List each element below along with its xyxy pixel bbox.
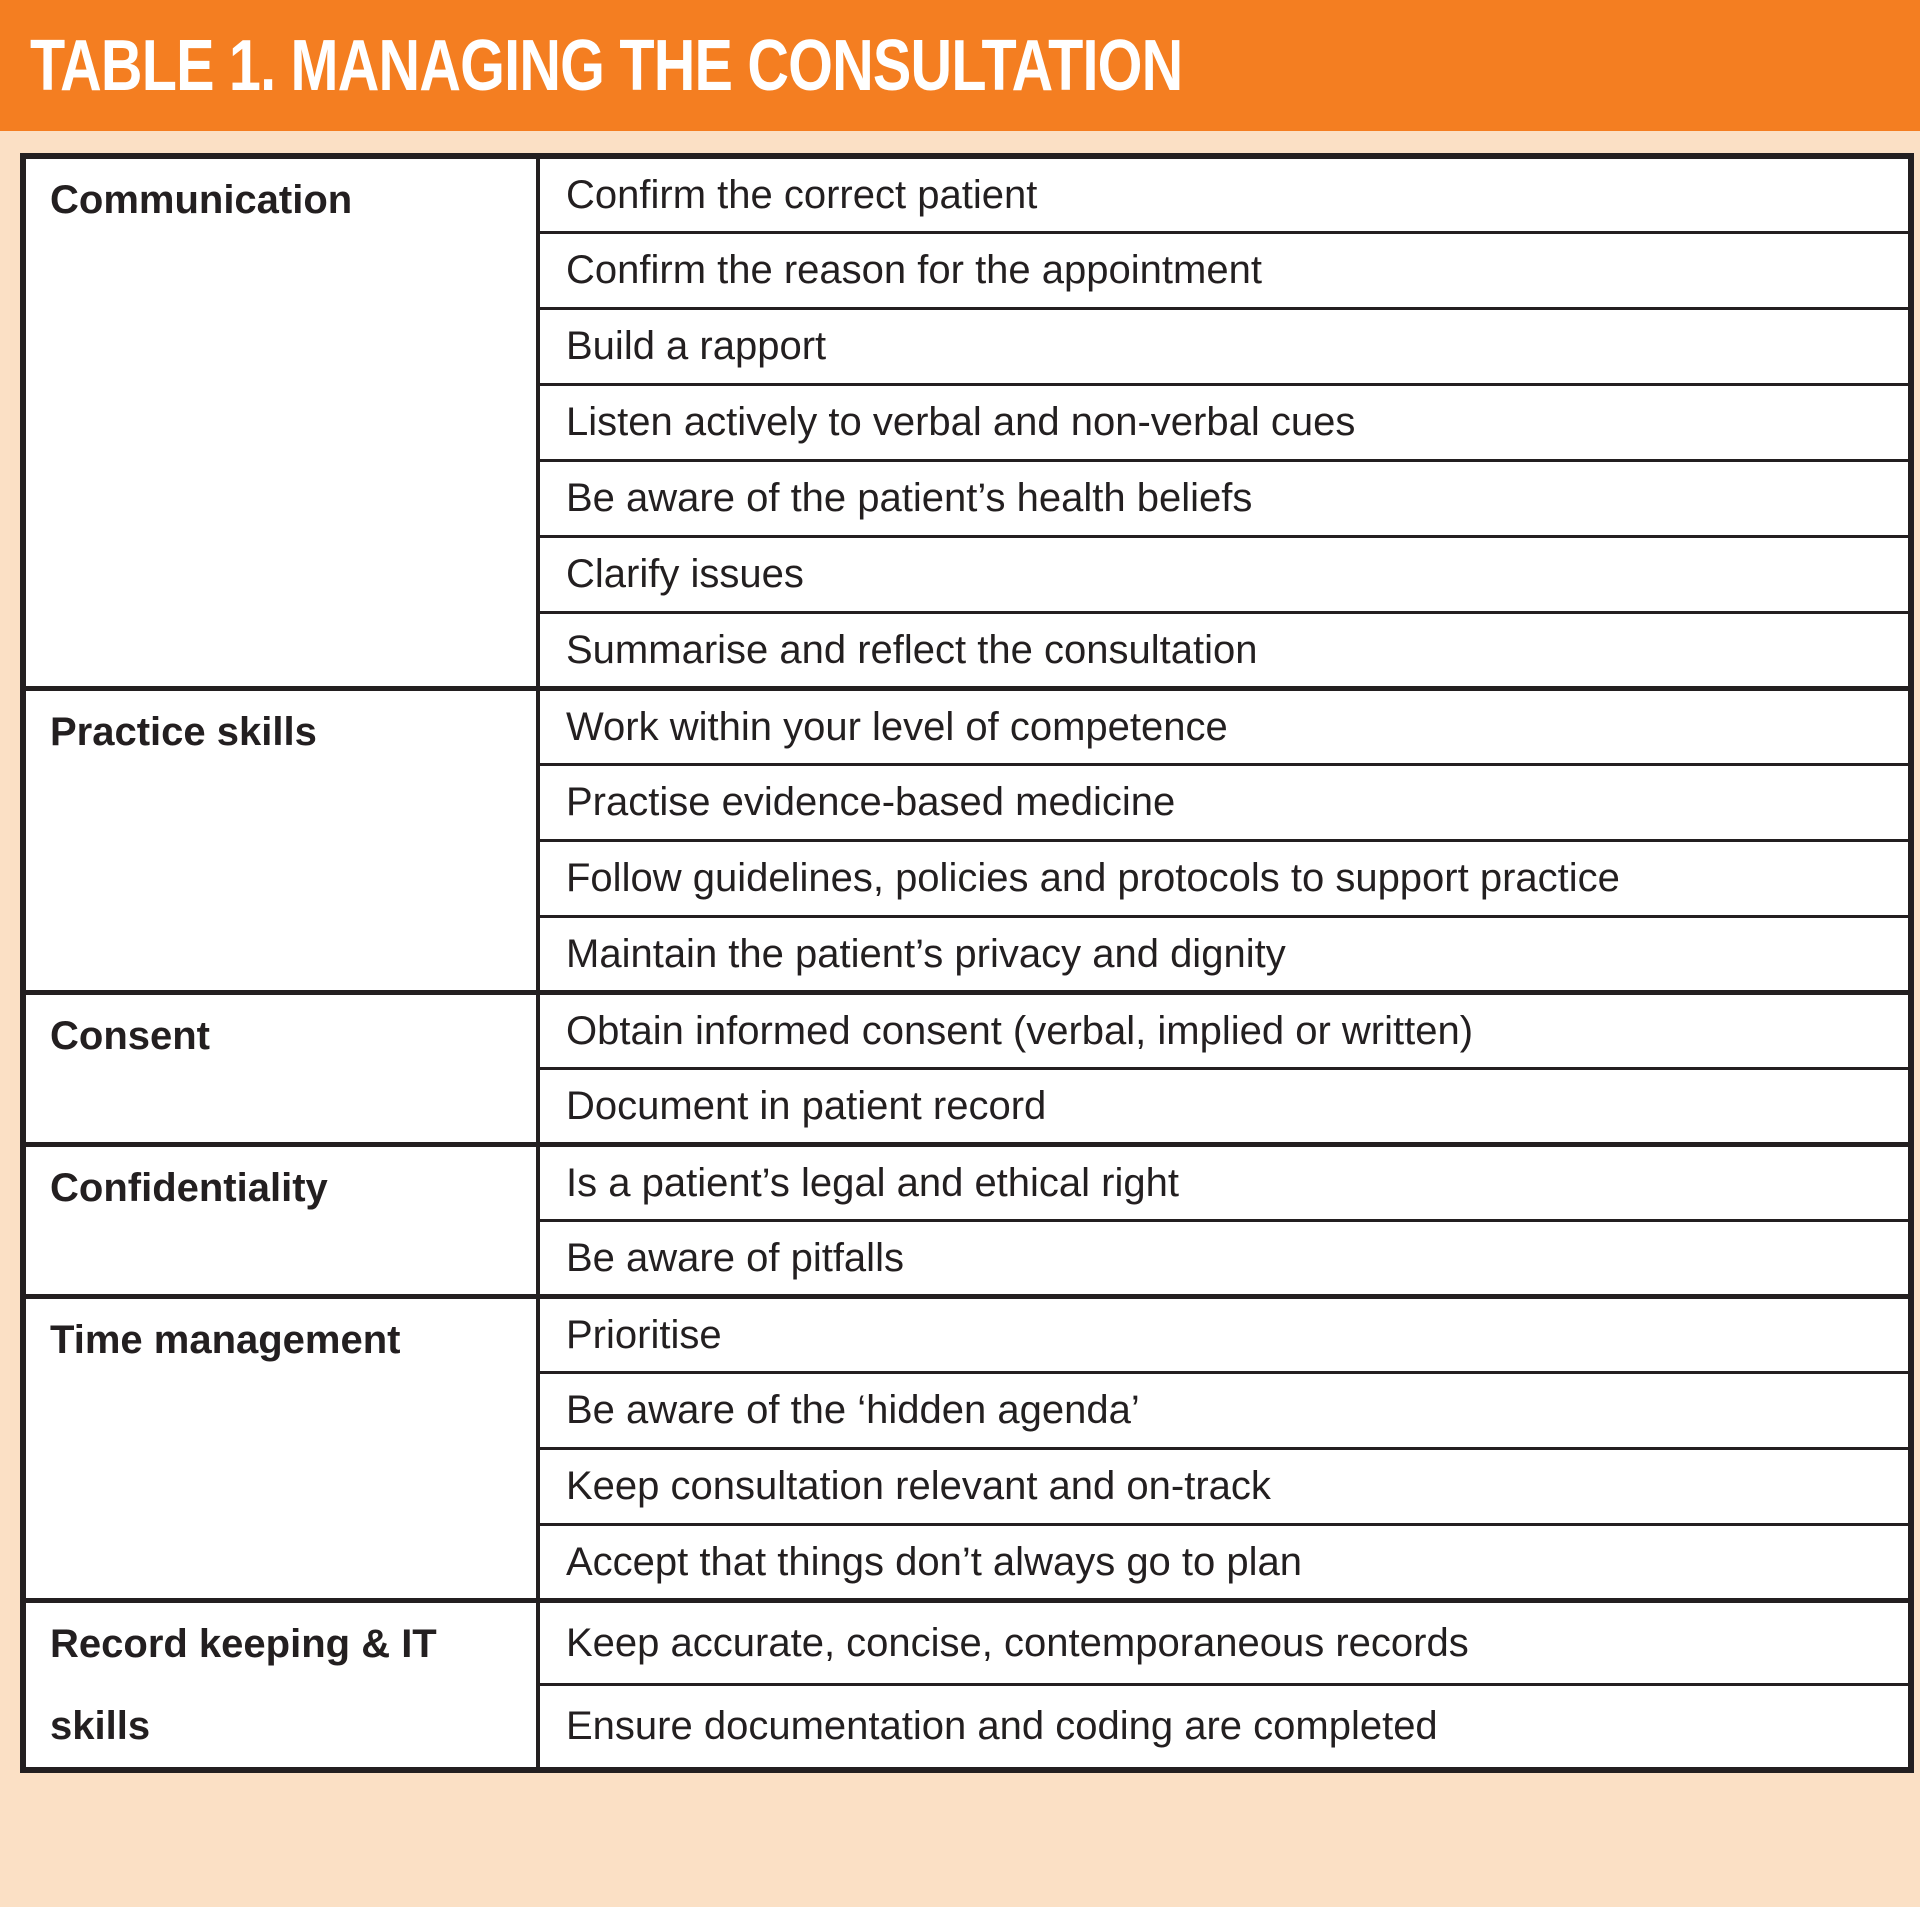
table-row: Record keeping & IT skills Keep accurate… bbox=[21, 1598, 1913, 1771]
table-row: Ensure documentation and coding are comp… bbox=[23, 1683, 1913, 1771]
table-row: Maintain the patient’s privacy and digni… bbox=[23, 914, 1913, 994]
table-header-band: TABLE 1. MANAGING THE CONSULTATION bbox=[0, 0, 1920, 131]
table-row: Follow guidelines, policies and protocol… bbox=[23, 838, 1913, 918]
section-consent: Consent Obtain informed consent (verbal,… bbox=[21, 990, 1913, 1146]
category-cell: Record keeping & IT skills bbox=[21, 1598, 540, 1771]
table-row: Accept that things don’t always go to pl… bbox=[23, 1522, 1913, 1602]
table-row: Practise evidence-based medicine bbox=[23, 762, 1913, 842]
item-cell: Confirm the correct patient bbox=[536, 154, 1913, 234]
item-cell: Work within your level of competence bbox=[536, 686, 1913, 766]
page-title: TABLE 1. MANAGING THE CONSULTATION bbox=[30, 25, 1183, 106]
table-row: Be aware of pitfalls bbox=[23, 1218, 1913, 1298]
section-record-keeping-it-skills: Record keeping & IT skills Keep accurate… bbox=[21, 1598, 1913, 1771]
item-cell: Keep accurate, concise, contemporaneous … bbox=[536, 1598, 1913, 1687]
item-cell: Confirm the reason for the appointment bbox=[536, 230, 1913, 310]
item-cell: Be aware of the ‘hidden agenda’ bbox=[536, 1370, 1913, 1450]
table-row: Be aware of the ‘hidden agenda’ bbox=[23, 1370, 1913, 1450]
item-cell: Practise evidence-based medicine bbox=[536, 762, 1913, 842]
section-practice-skills: Practice skills Work within your level o… bbox=[21, 686, 1913, 994]
item-cell: Summarise and reflect the consultation bbox=[536, 610, 1913, 690]
table-row: Communication Confirm the correct patien… bbox=[21, 154, 1913, 690]
table-row: Document in patient record bbox=[23, 1066, 1913, 1146]
item-cell: Listen actively to verbal and non-verbal… bbox=[536, 382, 1913, 462]
table-row: Confirm the reason for the appointment bbox=[23, 230, 1913, 310]
consultation-table: Communication Confirm the correct patien… bbox=[20, 153, 1914, 1773]
item-cell: Be aware of the patient’s health beliefs bbox=[536, 458, 1913, 538]
table-row: Consent Obtain informed consent (verbal,… bbox=[21, 990, 1913, 1146]
item-cell: Ensure documentation and coding are comp… bbox=[536, 1683, 1913, 1771]
table-row: Build a rapport bbox=[23, 306, 1913, 386]
item-cell: Obtain informed consent (verbal, implied… bbox=[536, 990, 1913, 1070]
table-row: Confidentiality Is a patient’s legal and… bbox=[21, 1142, 1913, 1298]
table-row: Time management Prioritise bbox=[21, 1294, 1913, 1602]
section-confidentiality: Confidentiality Is a patient’s legal and… bbox=[21, 1142, 1913, 1298]
table-row: Listen actively to verbal and non-verbal… bbox=[23, 382, 1913, 462]
section-time-management: Time management Prioritise Be aware of t… bbox=[21, 1294, 1913, 1602]
item-cell: Accept that things don’t always go to pl… bbox=[536, 1522, 1913, 1602]
table-row: Summarise and reflect the consultation bbox=[23, 610, 1913, 690]
item-cell: Maintain the patient’s privacy and digni… bbox=[536, 914, 1913, 994]
section-communication: Communication Confirm the correct patien… bbox=[21, 154, 1913, 690]
table-row: Practice skills Work within your level o… bbox=[21, 686, 1913, 994]
item-cell: Keep consultation relevant and on-track bbox=[536, 1446, 1913, 1526]
category-cell: Time management bbox=[21, 1294, 540, 1602]
item-cell: Follow guidelines, policies and protocol… bbox=[536, 838, 1913, 918]
category-cell: Communication bbox=[21, 154, 540, 690]
item-cell: Is a patient’s legal and ethical right bbox=[536, 1142, 1913, 1222]
category-cell: Confidentiality bbox=[21, 1142, 540, 1298]
category-cell: Practice skills bbox=[21, 686, 540, 994]
item-cell: Be aware of pitfalls bbox=[536, 1218, 1913, 1298]
item-cell: Clarify issues bbox=[536, 534, 1913, 614]
item-cell: Prioritise bbox=[536, 1294, 1913, 1374]
category-cell: Consent bbox=[21, 990, 540, 1146]
item-cell: Document in patient record bbox=[536, 1066, 1913, 1146]
table-row: Keep consultation relevant and on-track bbox=[23, 1446, 1913, 1526]
table-row: Be aware of the patient’s health beliefs bbox=[23, 458, 1913, 538]
item-cell: Build a rapport bbox=[536, 306, 1913, 386]
table-row: Clarify issues bbox=[23, 534, 1913, 614]
